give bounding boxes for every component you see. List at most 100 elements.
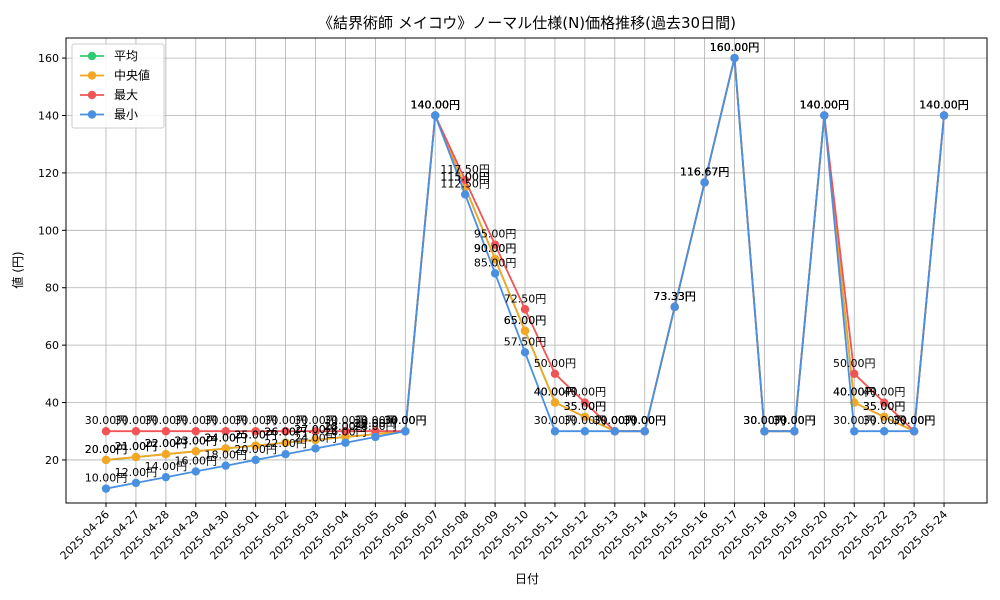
data-point <box>221 427 230 436</box>
data-label: 30.00円 <box>623 414 666 427</box>
data-label: 72.50円 <box>504 292 547 305</box>
data-point <box>371 427 380 436</box>
data-label: 30.00円 <box>773 414 816 427</box>
y-axis: 20 40 60 80 100 120 140 160 <box>38 52 66 467</box>
data-label: 140.00円 <box>919 99 969 112</box>
y-tick-label: 120 <box>38 167 59 180</box>
data-label: 50.00円 <box>534 357 577 370</box>
data-point <box>281 427 290 436</box>
y-tick-label: 160 <box>38 52 59 65</box>
data-label: 10.00円 <box>85 472 128 485</box>
data-label: 112.50円 <box>440 177 490 190</box>
x-axis: 2025-04-262025-04-272025-04-282025-04-29… <box>58 503 950 562</box>
data-point <box>371 432 380 442</box>
data-point <box>879 398 889 407</box>
data-label: 73.33円 <box>653 290 696 303</box>
y-tick-label: 40 <box>45 397 59 410</box>
data-label: 23.00円 <box>175 434 218 447</box>
data-label: 35.00円 <box>863 400 906 413</box>
data-label: 65.00円 <box>504 314 547 327</box>
data-label: 29.00円 <box>354 417 397 430</box>
data-point <box>311 444 320 453</box>
data-label: 40.00円 <box>534 386 577 399</box>
data-label: 30.00円 <box>384 414 427 427</box>
data-label: 30.00円 <box>564 414 607 427</box>
data-point <box>730 53 739 63</box>
data-point <box>281 438 290 447</box>
data-label: 115.00円 <box>440 170 490 183</box>
data-label: 35.00円 <box>863 400 906 413</box>
data-label: 30.00円 <box>594 414 637 427</box>
data-label: 12.00円 <box>115 466 158 479</box>
data-point <box>520 326 530 335</box>
data-point <box>760 427 769 436</box>
data-label: 28.00円 <box>324 420 367 433</box>
data-label: 73.33円 <box>653 290 696 303</box>
data-point <box>610 427 620 436</box>
data-label: 26.00円 <box>264 426 307 439</box>
data-point <box>580 412 590 422</box>
legend-marker <box>87 51 97 61</box>
y-tick-label: 60 <box>45 339 59 352</box>
data-label: 140.00円 <box>800 99 850 112</box>
data-point <box>700 178 709 187</box>
data-label: 117.50円 <box>440 163 490 176</box>
data-point <box>341 438 350 447</box>
data-point <box>251 455 260 465</box>
data-label: 140.00円 <box>800 99 850 112</box>
data-label: 140.00円 <box>410 99 460 112</box>
data-point <box>281 450 290 459</box>
data-label: 160.00円 <box>710 41 760 54</box>
data-label: 40.00円 <box>534 386 577 399</box>
data-label: 116.67円 <box>680 165 730 178</box>
data-point <box>131 427 141 436</box>
data-label: 73.33円 <box>653 290 696 303</box>
data-point <box>161 427 171 436</box>
data-point <box>879 427 889 436</box>
data-label: 30.00円 <box>623 414 666 427</box>
data-label: 18.00円 <box>204 449 247 462</box>
data-label: 30.00円 <box>773 414 816 427</box>
data-label: 30.00円 <box>145 414 188 427</box>
data-label: 30.00円 <box>893 414 936 427</box>
data-label: 40.00円 <box>564 386 607 399</box>
data-point <box>520 348 530 357</box>
data-point <box>520 305 530 314</box>
data-label: 26.00円 <box>264 426 307 439</box>
legend-marker <box>87 110 97 119</box>
y-tick-label: 100 <box>38 224 59 237</box>
legend-box <box>71 43 165 129</box>
series-layer <box>101 53 949 493</box>
chart-title: 《結界術師 メイコウ》ノーマル仕様(N)価格推移(過去30日間) <box>318 14 736 32</box>
data-point <box>401 427 410 436</box>
data-point <box>341 427 350 436</box>
data-point <box>191 467 200 476</box>
data-point <box>341 432 350 442</box>
data-label: 160.00円 <box>710 41 760 54</box>
data-point <box>550 369 560 379</box>
data-point <box>850 427 859 436</box>
data-label: 30.00円 <box>594 414 637 427</box>
data-label: 24.00円 <box>204 431 247 444</box>
data-label: 160.00円 <box>710 41 760 54</box>
data-point <box>490 269 500 278</box>
data-label: 20.00円 <box>234 443 277 456</box>
data-point <box>311 427 320 436</box>
data-label: 30.00円 <box>743 414 786 427</box>
data-label: 30.00円 <box>264 414 307 427</box>
data-point <box>191 447 200 456</box>
data-label: 40.00円 <box>833 386 876 399</box>
data-label: 27.00円 <box>294 423 337 436</box>
y-tick-label: 20 <box>45 454 59 467</box>
data-label: 29.00円 <box>354 417 397 430</box>
data-point <box>101 455 111 465</box>
data-label: 40.00円 <box>863 386 906 399</box>
data-point <box>251 427 260 436</box>
data-point <box>161 472 171 482</box>
data-label: 35.00円 <box>564 400 607 413</box>
data-label: 30.00円 <box>354 414 397 427</box>
data-label: 90.00円 <box>474 242 517 255</box>
data-label: 28.00円 <box>354 420 397 433</box>
data-label: 30.00円 <box>893 414 936 427</box>
